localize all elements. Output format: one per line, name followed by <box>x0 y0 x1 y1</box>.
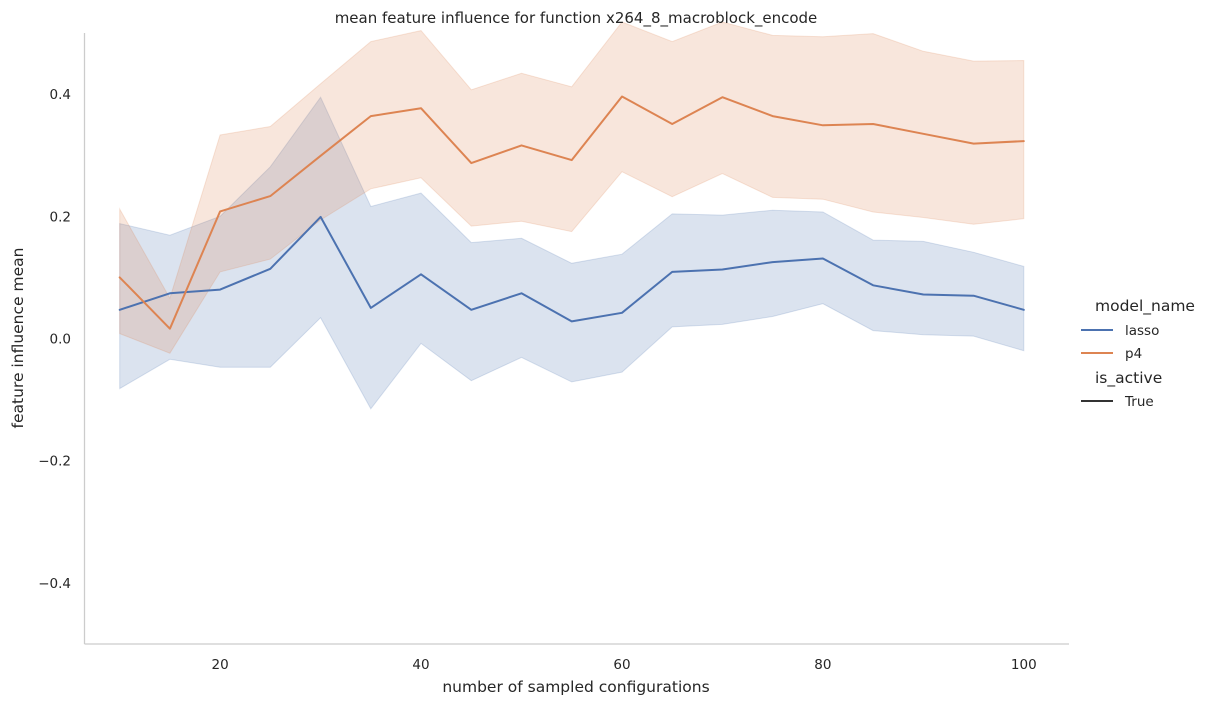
chart-title: mean feature influence for function x264… <box>335 9 818 28</box>
y-tick-label: −0.2 <box>38 454 71 470</box>
y-tick-label: 0.4 <box>50 87 71 103</box>
y-tick-label: 0.0 <box>50 332 71 348</box>
legend: model_name lasso p4 is_active True <box>1081 297 1195 410</box>
x-tick-labels: 20 40 60 80 100 <box>212 657 1037 673</box>
confidence-bands <box>120 22 1024 409</box>
y-axis-label: feature influence mean <box>9 248 27 429</box>
x-tick-label: 100 <box>1011 657 1037 673</box>
x-tick-label: 60 <box>613 657 630 673</box>
y-tick-label: −0.4 <box>38 576 71 592</box>
x-tick-label: 80 <box>814 657 831 673</box>
legend-style-entries: True <box>1081 394 1154 410</box>
legend-hue-entries: lasso p4 <box>1081 323 1159 362</box>
legend-label-style: True <box>1124 394 1154 410</box>
legend-title-is-active: is_active <box>1095 369 1162 388</box>
x-axis-label: number of sampled configurations <box>442 678 709 696</box>
legend-title-model-name: model_name <box>1095 297 1195 316</box>
y-tick-labels: −0.4 −0.2 0.0 0.2 0.4 <box>38 87 71 592</box>
legend-label-lasso: lasso <box>1125 323 1159 339</box>
x-tick-label: 20 <box>212 657 229 673</box>
x-tick-label: 40 <box>412 657 429 673</box>
legend-label-p4: p4 <box>1125 346 1142 362</box>
y-tick-label: 0.2 <box>50 209 71 225</box>
